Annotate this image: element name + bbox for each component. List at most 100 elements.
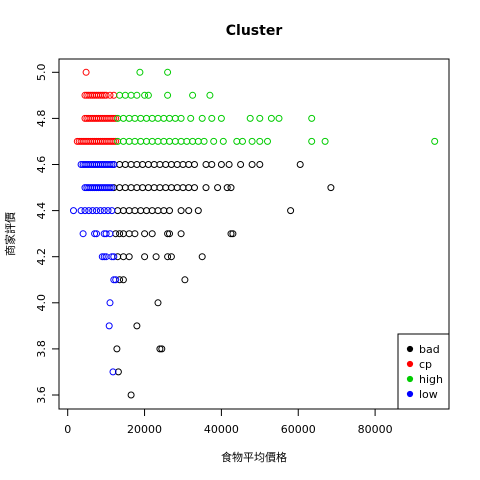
point-high bbox=[164, 68, 172, 76]
point-cp bbox=[112, 137, 120, 145]
legend-marker-bad bbox=[406, 345, 414, 353]
point-bad bbox=[256, 161, 264, 168]
point-bad bbox=[296, 161, 304, 168]
legend-label-low: low bbox=[419, 388, 438, 401]
point-low bbox=[106, 161, 114, 168]
point-low bbox=[108, 184, 116, 192]
point-bad bbox=[202, 184, 210, 192]
point-high bbox=[239, 137, 246, 145]
point-bad bbox=[167, 253, 175, 261]
point-high bbox=[164, 91, 172, 99]
point-cp bbox=[98, 91, 106, 99]
point-bad bbox=[229, 230, 237, 238]
point-bad bbox=[164, 253, 172, 261]
point-low bbox=[102, 230, 110, 238]
legend-label-high: high bbox=[419, 373, 443, 386]
point-low bbox=[91, 230, 99, 238]
point-low bbox=[110, 161, 118, 168]
point-bad bbox=[177, 207, 185, 215]
point-cp bbox=[102, 91, 110, 99]
point-bad bbox=[181, 276, 189, 284]
point-high bbox=[177, 114, 185, 122]
point-low bbox=[106, 299, 114, 307]
plot-points bbox=[70, 68, 439, 399]
x-axis: 0 20000 40000 60000 80000 bbox=[64, 408, 393, 436]
point-bad bbox=[141, 253, 149, 261]
point-high bbox=[219, 137, 227, 145]
point-high bbox=[267, 114, 275, 122]
legend: bad cp high low bbox=[397, 333, 450, 410]
point-bad bbox=[119, 276, 127, 284]
legend-box bbox=[397, 333, 450, 410]
point-high bbox=[264, 137, 271, 145]
y-tick-label: 4.8 bbox=[35, 110, 48, 128]
point-low bbox=[110, 253, 118, 261]
y-tick-label: 4.6 bbox=[35, 156, 48, 174]
point-bad bbox=[154, 299, 162, 307]
point-low bbox=[112, 276, 120, 284]
point-low bbox=[100, 253, 108, 261]
point-high bbox=[198, 114, 206, 122]
point-low bbox=[96, 207, 104, 215]
point-high bbox=[187, 114, 195, 122]
point-bad bbox=[141, 230, 149, 238]
point-high bbox=[210, 137, 218, 145]
point-bad bbox=[225, 161, 233, 168]
point-high bbox=[256, 137, 264, 145]
point-low bbox=[106, 230, 114, 238]
point-cp bbox=[106, 91, 114, 99]
y-axis-label: 商家評價 bbox=[3, 212, 17, 256]
point-bad bbox=[114, 368, 122, 376]
point-bad bbox=[217, 161, 225, 168]
x-tick-label: 0 bbox=[64, 423, 71, 436]
point-low bbox=[109, 368, 117, 376]
point-high bbox=[308, 137, 316, 145]
point-high bbox=[200, 137, 208, 145]
point-bad bbox=[248, 161, 256, 168]
point-bad bbox=[156, 345, 164, 353]
point-bad bbox=[125, 253, 133, 261]
point-bad bbox=[131, 230, 139, 238]
point-high bbox=[144, 91, 152, 99]
point-low bbox=[85, 207, 93, 215]
point-bad bbox=[223, 184, 231, 192]
point-bad bbox=[191, 184, 198, 192]
point-bad bbox=[127, 391, 135, 399]
point-high bbox=[431, 137, 439, 145]
legend-marker-low bbox=[406, 390, 414, 398]
point-bad bbox=[166, 230, 173, 238]
point-bad bbox=[166, 207, 173, 215]
point-cp bbox=[110, 137, 118, 145]
point-cp bbox=[82, 68, 90, 76]
y-tick-label: 4.2 bbox=[35, 248, 48, 266]
legend-marker-cp bbox=[406, 360, 414, 368]
point-low bbox=[108, 161, 116, 168]
point-bad bbox=[327, 184, 335, 192]
point-high bbox=[275, 114, 283, 122]
point-bad bbox=[148, 230, 156, 238]
point-bad bbox=[158, 345, 166, 353]
point-low bbox=[79, 230, 87, 238]
point-bad bbox=[164, 230, 172, 238]
point-bad bbox=[194, 207, 202, 215]
y-tick-label: 3.8 bbox=[35, 340, 48, 358]
x-axis-label: 食物平均價格 bbox=[221, 450, 287, 464]
chart-title: Cluster bbox=[226, 23, 283, 39]
point-low bbox=[104, 184, 112, 192]
point-high bbox=[206, 91, 214, 99]
point-low bbox=[110, 276, 118, 284]
point-low bbox=[105, 322, 113, 330]
x-tick-label: 60000 bbox=[281, 423, 316, 436]
point-low bbox=[89, 207, 97, 215]
point-low bbox=[93, 207, 100, 215]
legend-marker-high bbox=[406, 375, 414, 383]
point-high bbox=[246, 114, 254, 122]
point-low bbox=[98, 253, 106, 261]
point-low bbox=[70, 207, 77, 215]
point-low bbox=[108, 253, 116, 261]
point-cp bbox=[110, 114, 118, 122]
point-high bbox=[136, 68, 144, 76]
point-high bbox=[248, 137, 256, 145]
point-low bbox=[77, 207, 85, 215]
